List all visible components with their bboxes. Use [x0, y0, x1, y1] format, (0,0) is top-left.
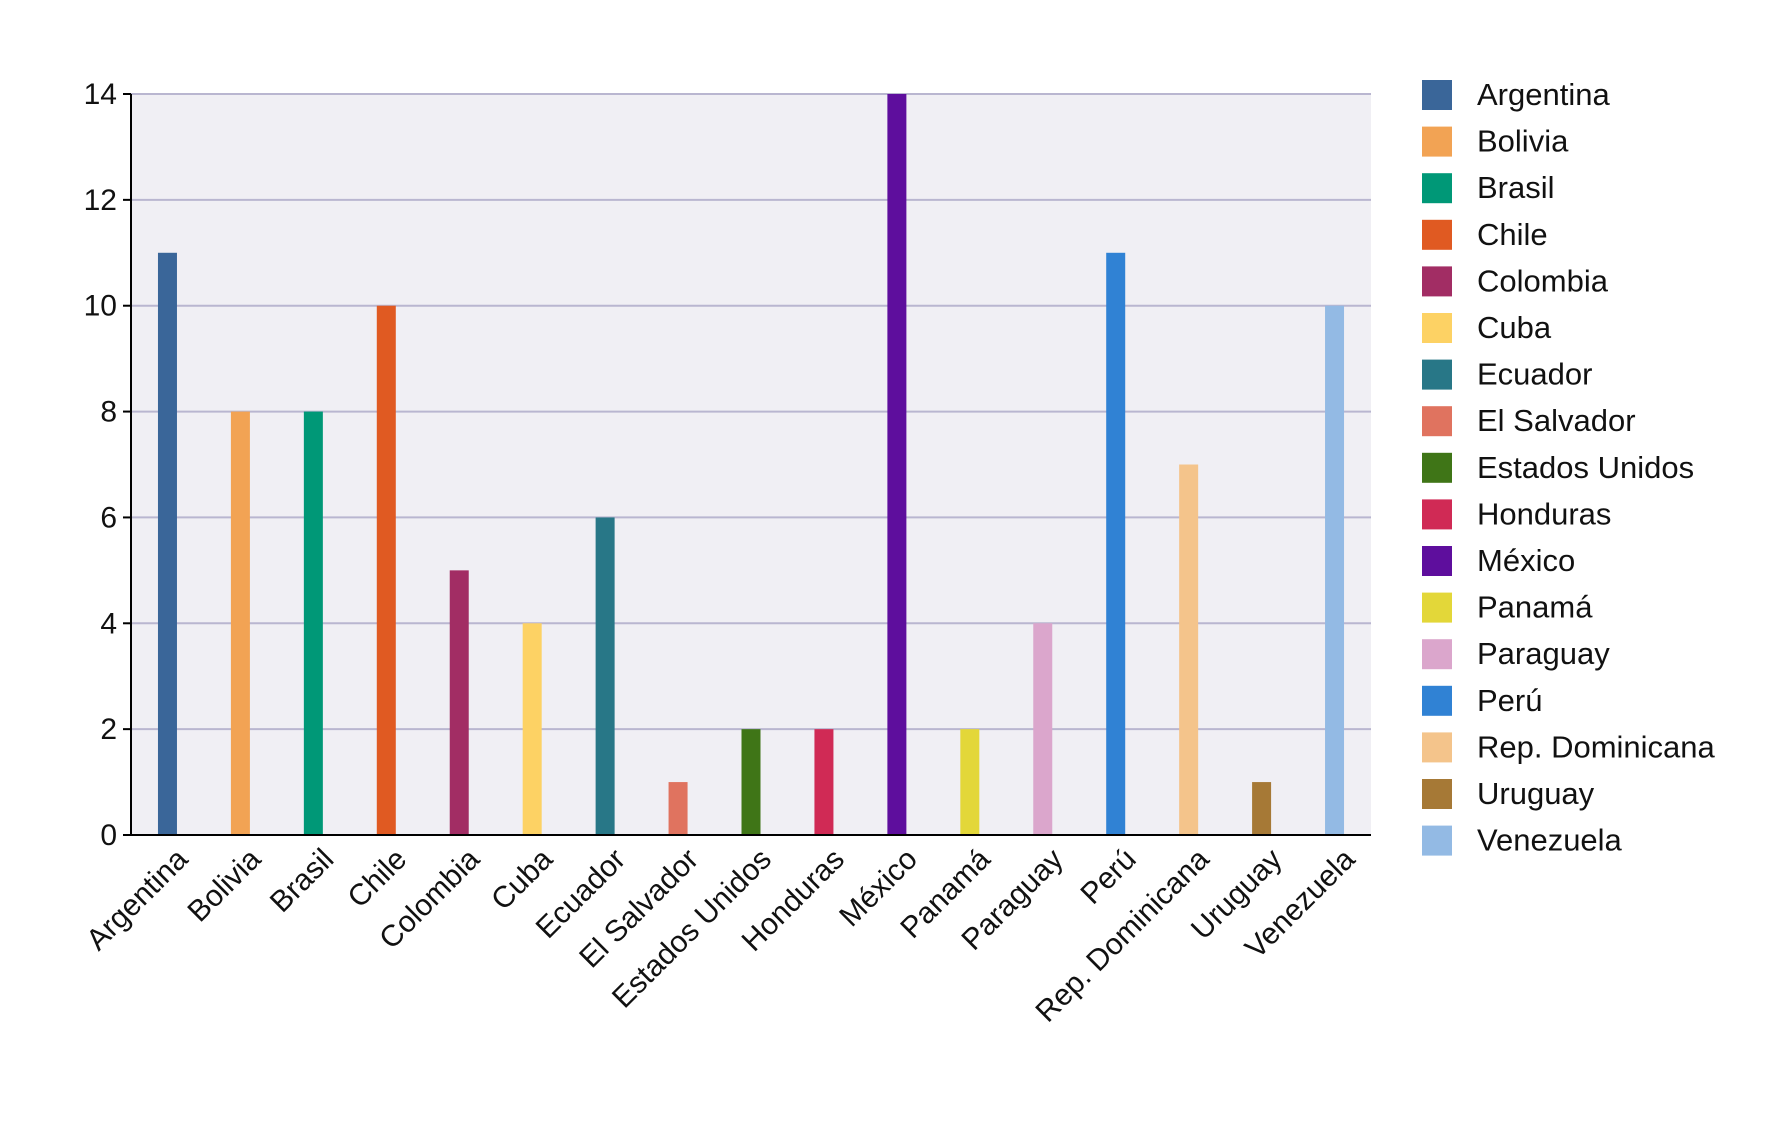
- legend-label: Colombia: [1477, 263, 1609, 298]
- bar: [960, 729, 980, 835]
- grid-lines: [131, 93, 1371, 731]
- legend-label: Perú: [1477, 683, 1542, 718]
- legend-swatch: [1422, 452, 1452, 483]
- x-tick-label: Argentina: [80, 842, 194, 956]
- bar: [668, 782, 688, 835]
- legend: Argentina Bolivia Brasil Chile Colombia Cuba E…: [1422, 77, 1716, 858]
- y-tick-label: 10: [84, 290, 117, 323]
- legend-swatch: [1422, 639, 1452, 670]
- bar: [1325, 305, 1345, 835]
- y-tick-label: 4: [100, 607, 117, 640]
- bar: [1033, 623, 1053, 835]
- bar: [1252, 782, 1272, 835]
- bar: [230, 411, 250, 835]
- y-tick-label: 14: [84, 78, 117, 111]
- legend-swatch: [1422, 779, 1452, 809]
- bar: [157, 252, 177, 836]
- y-tick-label: 6: [100, 501, 117, 534]
- legend-swatch: [1422, 592, 1452, 623]
- y-axis-ticks: 0 2 4 6 8 10 12 14: [84, 78, 131, 852]
- bars: [157, 94, 1345, 836]
- legend-swatch: [1422, 499, 1452, 530]
- legend-swatch: [1422, 173, 1452, 204]
- legend-label: Argentina: [1477, 77, 1610, 112]
- legend-label: Paraguay: [1477, 636, 1610, 671]
- bar: [887, 94, 907, 835]
- legend-label: Bolivia: [1477, 124, 1569, 159]
- x-tick-label: Brasil: [264, 843, 340, 919]
- bar: [741, 729, 761, 835]
- bar: [1106, 252, 1126, 836]
- legend-label: Brasil: [1477, 170, 1555, 205]
- legend-swatch: [1422, 732, 1452, 763]
- bar: [814, 729, 834, 835]
- legend-swatch: [1422, 313, 1452, 343]
- legend-label: México: [1477, 543, 1575, 578]
- x-tick-label: Bolivia: [182, 842, 268, 928]
- y-tick-label: 0: [100, 819, 117, 852]
- legend-label: Honduras: [1477, 496, 1611, 531]
- legend-swatch: [1422, 825, 1452, 856]
- legend-label: Uruguay: [1477, 776, 1595, 811]
- legend-label: Estados Unidos: [1477, 450, 1694, 485]
- legend-label: Panamá: [1477, 590, 1593, 625]
- legend-label: Venezuela: [1477, 823, 1623, 858]
- y-tick-label: 12: [84, 184, 117, 217]
- legend-swatch: [1422, 546, 1452, 576]
- bar: [522, 623, 542, 835]
- legend-label: Rep. Dominicana: [1477, 729, 1716, 764]
- legend-swatch: [1422, 406, 1452, 437]
- legend-label: Cuba: [1477, 310, 1552, 345]
- legend-swatch: [1422, 219, 1452, 250]
- bar: [303, 411, 323, 835]
- legend-swatch: [1422, 126, 1452, 157]
- legend-swatch: [1422, 266, 1452, 297]
- bar: [595, 517, 615, 835]
- legend-label: Chile: [1477, 217, 1548, 252]
- plot-area: [131, 94, 1371, 835]
- bar: [449, 570, 469, 835]
- bar: [1179, 464, 1199, 835]
- legend-label: Ecuador: [1477, 357, 1592, 392]
- bar: [376, 305, 396, 835]
- legend-swatch: [1422, 685, 1452, 716]
- legend-label: El Salvador: [1477, 403, 1636, 438]
- legend-swatch: [1422, 359, 1452, 390]
- y-tick-label: 8: [100, 396, 117, 429]
- legend-swatch: [1422, 80, 1452, 110]
- y-tick-label: 2: [100, 713, 117, 746]
- x-tick-label: Perú: [1075, 843, 1143, 911]
